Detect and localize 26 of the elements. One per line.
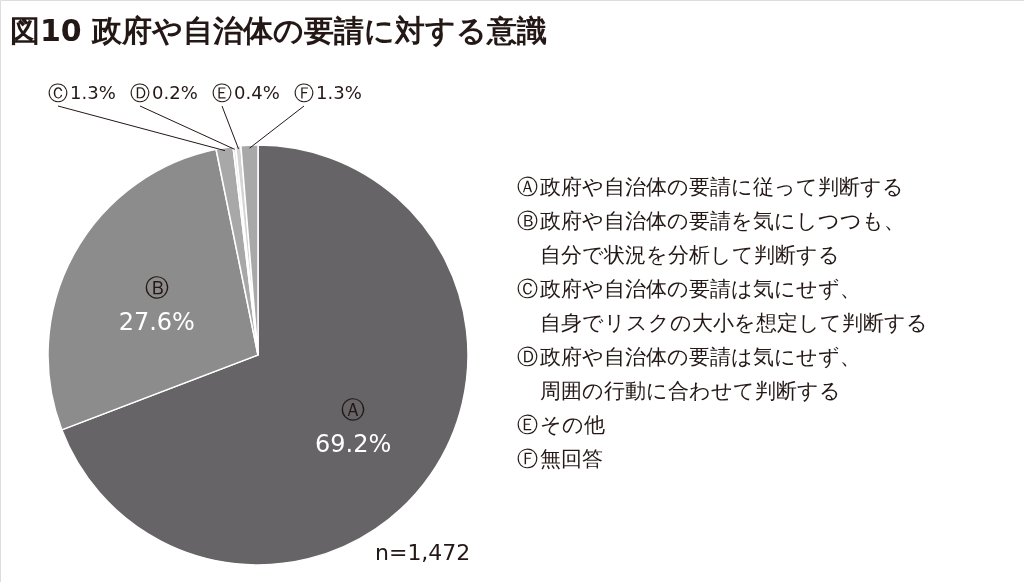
slice-label: Ⓑ bbox=[144, 274, 169, 303]
category-label: Ⓒ bbox=[516, 277, 538, 301]
data-label: 0.4% bbox=[234, 82, 280, 103]
slice-label: Ⓔ bbox=[212, 81, 232, 105]
text: その他 bbox=[540, 413, 605, 437]
category-label: Ⓑ bbox=[516, 209, 538, 233]
text: 政府や自治体の要請は気にせず、自身でリスクの大小を想定して判断する bbox=[540, 277, 928, 335]
data-label: 1.3% bbox=[316, 82, 362, 103]
data-label: 27.6% bbox=[118, 308, 195, 337]
slice-label: Ⓐ bbox=[516, 175, 538, 199]
slice-label: Ⓕ bbox=[294, 81, 314, 105]
text: 政府や自治体の要請に従って判断する bbox=[540, 175, 904, 199]
category-label: Ⓔ bbox=[516, 413, 538, 437]
category-label: Ⓕ bbox=[516, 447, 538, 471]
slice-label: Ⓓ bbox=[130, 81, 150, 105]
category-label: Ⓓ bbox=[516, 345, 538, 369]
slice-label: Ⓒ bbox=[48, 81, 68, 105]
text: n=1,472 bbox=[375, 540, 471, 565]
data-label: 69.2% bbox=[314, 429, 392, 458]
text: 政府や自治体の要請を気にしつつも、自分で状況を分析して判断する bbox=[540, 209, 905, 267]
slice-label: Ⓐ bbox=[341, 395, 366, 424]
text: 無回答 bbox=[540, 447, 603, 471]
text: 政府や自治体の要請は気にせず、周囲の行動に合わせて判断する bbox=[540, 345, 861, 403]
data-label: 1.3% bbox=[70, 82, 116, 103]
data-label: 0.2% bbox=[152, 82, 198, 103]
chart-title: 図10 政府や自治体の要請に対する意識 bbox=[10, 13, 548, 48]
